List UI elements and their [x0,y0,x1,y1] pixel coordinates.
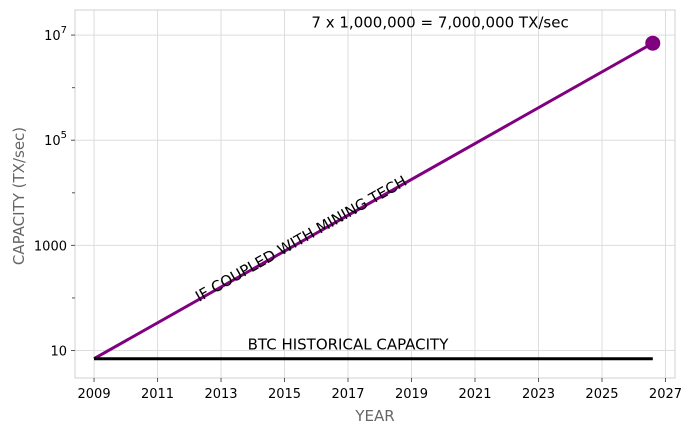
x-axis-label: YEAR [354,407,394,425]
x-tick-label: 2023 [522,387,555,402]
x-tick-label: 2011 [141,387,174,402]
end-point-marker [645,35,661,51]
axes [74,9,676,379]
x-tick-label: 2009 [78,387,111,402]
ticks: 2009 2011 2013 2015 2017 2019 2021 2023 2025 2027… [34,25,682,402]
capacity-annotation: 7 x 1,000,000 = 7,000,000 TX/sec [311,13,568,31]
x-tick-label: 2025 [585,387,618,402]
x-tick-label: 2021 [458,387,491,402]
y-tick-label: 1000 [34,239,67,254]
plot-frame [74,9,676,379]
x-tick-label: 2015 [268,387,301,402]
btc-capacity-annotation: BTC HISTORICAL CAPACITY [248,335,450,353]
x-tick-label: 2019 [395,387,428,402]
plot-background [75,10,675,378]
y-tick-label: 10 [50,345,67,360]
series-layer [93,35,661,361]
x-tick-label: 2027 [649,387,682,402]
x-tick-label: 2017 [331,387,364,402]
y-tick-label: 105 [44,130,67,149]
y-axis-label: CAPACITY (TX/sec) [10,127,28,265]
x-tick-label: 2013 [204,387,237,402]
mining-tech-line [93,41,654,361]
y-tick-label: 107 [44,25,67,44]
